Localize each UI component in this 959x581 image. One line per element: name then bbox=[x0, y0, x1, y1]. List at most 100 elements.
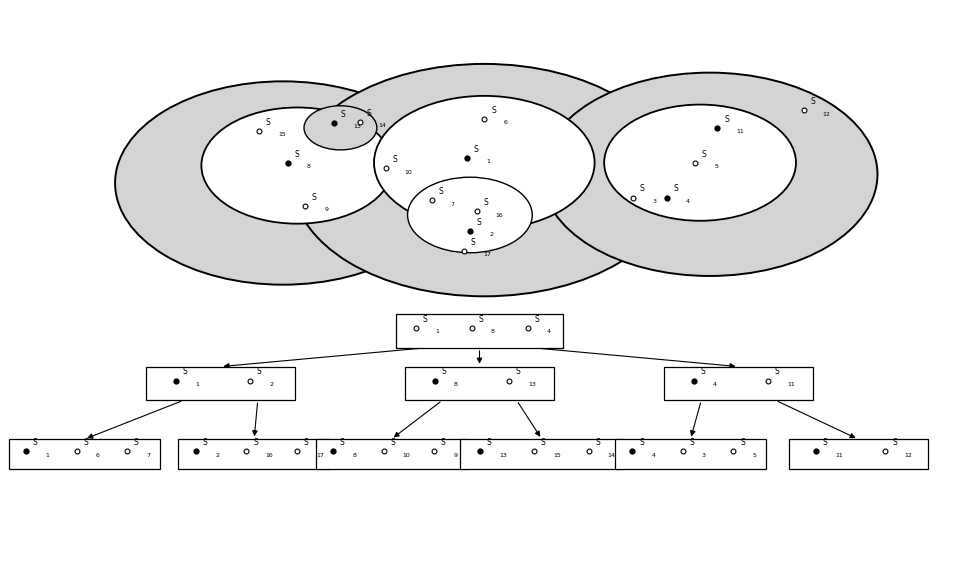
Text: 1: 1 bbox=[486, 159, 490, 164]
Text: S: S bbox=[479, 315, 483, 324]
Text: S: S bbox=[202, 439, 207, 447]
Text: S: S bbox=[134, 439, 139, 447]
Text: 6: 6 bbox=[503, 120, 507, 125]
Text: 10: 10 bbox=[405, 170, 412, 175]
Text: 16: 16 bbox=[496, 213, 503, 218]
Circle shape bbox=[115, 81, 451, 285]
Text: 11: 11 bbox=[835, 453, 843, 458]
Bar bbox=[316, 439, 467, 469]
Text: S: S bbox=[474, 145, 479, 154]
Text: S: S bbox=[390, 439, 395, 447]
Text: S: S bbox=[541, 439, 546, 447]
Text: 10: 10 bbox=[403, 453, 410, 458]
Text: S: S bbox=[740, 439, 745, 447]
Bar bbox=[9, 439, 160, 469]
Bar bbox=[460, 439, 623, 469]
Text: S: S bbox=[690, 439, 694, 447]
Text: S: S bbox=[366, 109, 371, 118]
Bar bbox=[664, 367, 813, 400]
Text: 8: 8 bbox=[491, 329, 495, 335]
Circle shape bbox=[604, 105, 796, 221]
Bar bbox=[395, 314, 563, 348]
Text: 7: 7 bbox=[451, 202, 455, 207]
Text: S: S bbox=[294, 150, 299, 159]
Text: S: S bbox=[438, 188, 443, 196]
Text: 1: 1 bbox=[45, 453, 49, 458]
Bar bbox=[615, 439, 766, 469]
Text: 4: 4 bbox=[686, 199, 690, 204]
Text: 12: 12 bbox=[904, 453, 912, 458]
Circle shape bbox=[304, 106, 377, 150]
Text: S: S bbox=[673, 185, 678, 193]
Text: 4: 4 bbox=[651, 453, 656, 458]
Text: S: S bbox=[266, 118, 270, 127]
Text: 7: 7 bbox=[147, 453, 151, 458]
Text: 11: 11 bbox=[737, 129, 744, 134]
Text: 1: 1 bbox=[435, 329, 439, 335]
Text: S: S bbox=[534, 315, 539, 324]
Text: 3: 3 bbox=[702, 453, 706, 458]
Text: S: S bbox=[392, 156, 397, 164]
Bar bbox=[788, 439, 928, 469]
Text: 8: 8 bbox=[454, 382, 457, 387]
Text: S: S bbox=[441, 368, 446, 376]
Text: S: S bbox=[700, 368, 705, 376]
Text: 13: 13 bbox=[499, 453, 507, 458]
Text: S: S bbox=[182, 368, 187, 376]
Circle shape bbox=[374, 96, 595, 229]
Bar bbox=[178, 439, 330, 469]
Text: S: S bbox=[516, 368, 521, 376]
Text: 13: 13 bbox=[528, 382, 536, 387]
Text: S: S bbox=[423, 315, 428, 324]
Text: 1: 1 bbox=[195, 382, 199, 387]
Text: S: S bbox=[441, 439, 446, 447]
Text: S: S bbox=[312, 193, 316, 202]
Circle shape bbox=[542, 73, 877, 276]
Text: 2: 2 bbox=[489, 232, 493, 238]
Bar bbox=[147, 367, 295, 400]
Text: S: S bbox=[810, 98, 815, 106]
Text: 5: 5 bbox=[753, 453, 757, 458]
Bar bbox=[406, 367, 554, 400]
Circle shape bbox=[408, 177, 532, 253]
Text: 3: 3 bbox=[652, 199, 656, 204]
Text: 9: 9 bbox=[454, 453, 457, 458]
Text: 15: 15 bbox=[553, 453, 561, 458]
Text: S: S bbox=[702, 150, 707, 159]
Text: 5: 5 bbox=[714, 164, 718, 169]
Text: S: S bbox=[304, 439, 309, 447]
Circle shape bbox=[201, 107, 393, 224]
Text: S: S bbox=[253, 439, 258, 447]
Text: S: S bbox=[491, 106, 496, 115]
Text: 11: 11 bbox=[787, 382, 795, 387]
Text: 4: 4 bbox=[713, 382, 716, 387]
Text: 14: 14 bbox=[608, 453, 616, 458]
Text: 2: 2 bbox=[269, 382, 273, 387]
Text: 9: 9 bbox=[324, 207, 328, 213]
Text: S: S bbox=[596, 439, 600, 447]
Text: S: S bbox=[483, 199, 488, 207]
Text: S: S bbox=[823, 439, 828, 447]
Text: 6: 6 bbox=[96, 453, 100, 458]
Text: S: S bbox=[486, 439, 491, 447]
Text: S: S bbox=[33, 439, 37, 447]
Text: 12: 12 bbox=[823, 112, 830, 117]
Text: 17: 17 bbox=[316, 453, 324, 458]
Text: S: S bbox=[339, 439, 344, 447]
Text: S: S bbox=[477, 218, 481, 227]
Text: S: S bbox=[775, 368, 780, 376]
Text: 14: 14 bbox=[379, 123, 386, 128]
Text: S: S bbox=[724, 115, 729, 124]
Text: 4: 4 bbox=[547, 329, 551, 335]
Text: 8: 8 bbox=[307, 164, 311, 169]
Text: S: S bbox=[257, 368, 262, 376]
Text: S: S bbox=[471, 238, 476, 247]
Text: S: S bbox=[892, 439, 897, 447]
Text: S: S bbox=[639, 439, 643, 447]
Text: 13: 13 bbox=[353, 124, 361, 130]
Circle shape bbox=[292, 64, 676, 296]
Text: 8: 8 bbox=[352, 453, 356, 458]
Text: 17: 17 bbox=[483, 252, 491, 257]
Text: S: S bbox=[640, 185, 644, 193]
Text: 2: 2 bbox=[215, 453, 220, 458]
